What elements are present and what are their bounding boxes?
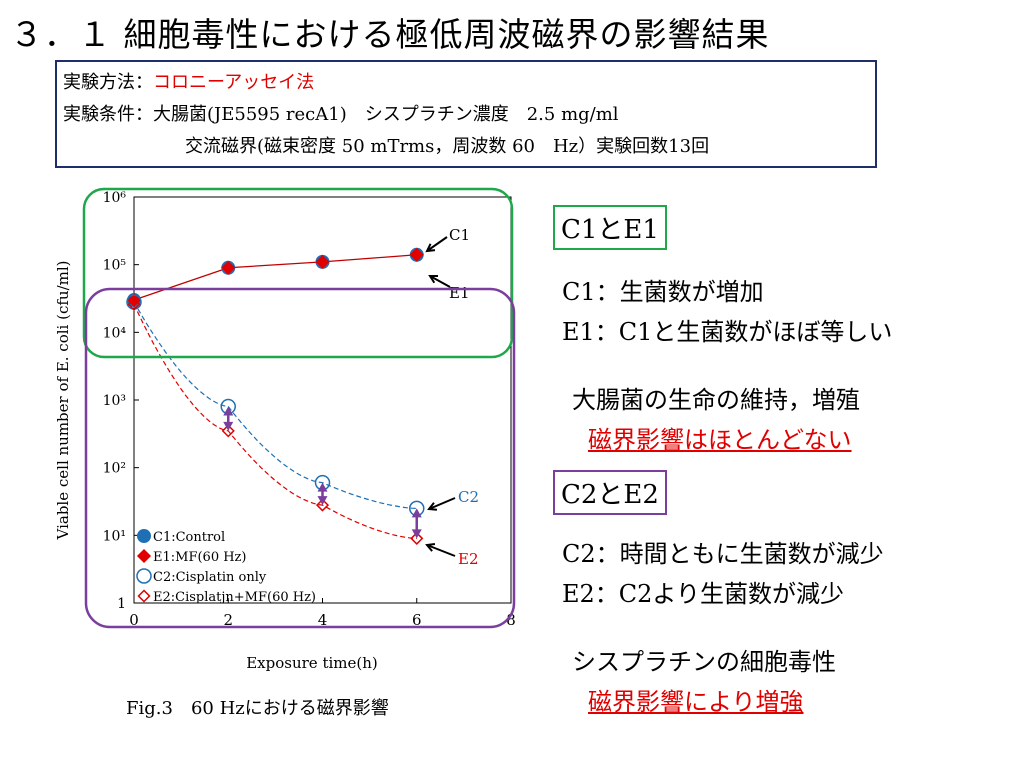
series-label-e2: E2 (458, 550, 479, 568)
series-label-c1: C1 (449, 226, 470, 244)
e2-fit-curve (133, 304, 417, 539)
e2-point (221, 424, 235, 438)
x-tick-label: 6 (412, 611, 422, 629)
series-label-e1: E1 (449, 284, 470, 302)
slide-title: ３．１ 細胞毒性における極低周波磁界の影響結果 (10, 15, 770, 54)
green-highlight-box (82, 187, 514, 359)
difference-arrow-head (411, 508, 422, 518)
e2-note: E2：C2より生菌数が減少 (562, 580, 844, 608)
y-tick-label: 10⁵ (103, 258, 127, 274)
e2-point (127, 297, 141, 311)
callout-arrow (429, 275, 451, 288)
method-label: 実験方法： (63, 72, 153, 93)
y-tick-label: 10⁶ (103, 190, 127, 206)
summary1-line1: 大腸菌の生命の維持，増殖 (572, 386, 860, 414)
y-tick-label: 10³ (103, 393, 126, 409)
y-tick-label: 1 (117, 596, 126, 612)
legend-marker-c1 (137, 529, 151, 543)
difference-arrow-head (317, 482, 328, 492)
conditions-box: 実験方法：コロニーアッセイ法 実験条件：大腸菌(JE5595 recA1) シス… (55, 60, 877, 168)
callout-arrow-head (425, 543, 436, 552)
c1-e1-box: C1とE1 (553, 205, 667, 250)
y-axis-label: Viable cell number of E. coli (cfu/ml) (54, 261, 72, 541)
legend-marker-c2 (136, 568, 152, 584)
legend-label-c2: C2:Cisplatin only (153, 570, 267, 585)
e1-note: E1：C1と生菌数がほぼ等しい (562, 318, 893, 346)
difference-arrow-head (223, 421, 234, 431)
condition-line-2: 交流磁界(磁束密度 50 mTrms，周波数 60 Hz）実験回数13回 (185, 136, 710, 157)
x-axis-label: Exposure time(h) (246, 654, 378, 672)
callout-arrow (428, 497, 456, 510)
callout-arrow (426, 544, 456, 557)
x-tick-label: 4 (318, 611, 328, 629)
difference-arrow-head (223, 406, 234, 416)
x-tick-label: 2 (223, 611, 233, 629)
callout-arrow (426, 236, 448, 252)
condition-value-1: 大腸菌(JE5595 recA1) シスプラチン濃度 2.5 mg/ml (153, 104, 619, 125)
method-line: 実験方法：コロニーアッセイ法 (63, 68, 314, 94)
c1-e1-trend-line (133, 254, 417, 301)
legend-label-e2: E2:Cisplatjn+MF(60 Hz) (153, 590, 316, 605)
purple-highlight-box (84, 287, 516, 629)
c1-note: C1：生菌数が増加 (562, 278, 764, 306)
series-label-c2: C2 (458, 488, 479, 506)
c2-e2-box: C2とE2 (553, 470, 667, 515)
summary2-line1: シスプラチンの細胞毒性 (572, 648, 836, 676)
method-value: コロニーアッセイ法 (153, 72, 315, 93)
callout-arrow-head (425, 243, 436, 253)
e2-point (315, 498, 330, 512)
legend-label-c1: C1:Control (153, 530, 225, 545)
y-tick-label: 10¹ (103, 528, 126, 544)
y-tick-label: 10² (103, 461, 126, 477)
callout-arrow-head (427, 502, 438, 511)
e1-point (315, 254, 330, 269)
callout-arrow-head (428, 274, 439, 284)
e2-point (410, 531, 424, 545)
legend-marker-e2 (137, 589, 151, 603)
x-tick-label: 0 (129, 611, 139, 629)
difference-arrow-head (317, 496, 328, 506)
y-tick-label: 10⁴ (103, 325, 127, 341)
c2-note: C2：時間ともに生菌数が減少 (562, 540, 884, 568)
x-tick-label: 8 (506, 611, 516, 629)
difference-arrow-head (411, 529, 422, 539)
legend-marker-e1 (136, 548, 152, 564)
legend: C1:Control E1:MF(60 Hz) C2:Cisplatin only E… (136, 529, 316, 605)
summary2-line2: 磁界影響により増強 (588, 688, 804, 716)
e1-point (221, 260, 236, 275)
e1-point (126, 292, 142, 308)
legend-label-e1: E1:MF(60 Hz) (153, 550, 246, 565)
c2-fit-curve (133, 301, 417, 509)
e1-point (409, 247, 424, 262)
condition-line-1: 実験条件：大腸菌(JE5595 recA1) シスプラチン濃度 2.5 mg/m… (63, 100, 619, 126)
condition-label: 実験条件： (63, 104, 153, 125)
figure-caption: Fig.3 60 Hzにおける磁界影響 (126, 698, 389, 719)
summary1-line2: 磁界影響はほとんどない (588, 426, 852, 454)
